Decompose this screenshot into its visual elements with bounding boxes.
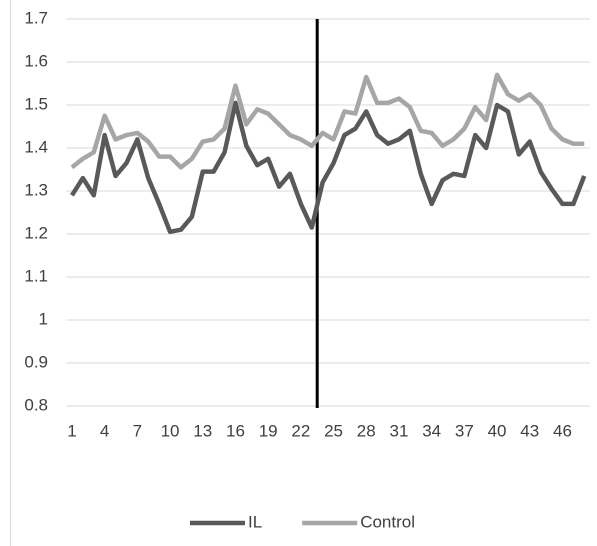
x-tick-label: 25 [324, 421, 343, 440]
y-tick-label: 1.1 [24, 266, 48, 285]
x-tick-label: 40 [488, 421, 507, 440]
y-tick-label: 1.3 [24, 180, 48, 199]
series-line [70, 72, 585, 170]
x-tick-label: 22 [291, 421, 310, 440]
y-tick-label: 1.2 [24, 223, 48, 242]
x-tick-label: 19 [259, 421, 278, 440]
x-tick-label: 16 [226, 421, 245, 440]
legend-label: IL [248, 512, 262, 531]
series-line [70, 100, 587, 235]
x-tick-label: 28 [357, 421, 376, 440]
legend-label: Control [360, 512, 415, 531]
x-tick-label: 10 [161, 421, 180, 440]
y-tick-label: 1.6 [24, 51, 48, 70]
x-tick-label: 4 [100, 421, 109, 440]
x-tick-label: 1 [67, 421, 76, 440]
x-tick-label: 37 [455, 421, 474, 440]
x-tick-label: 43 [520, 421, 539, 440]
x-tick-label: 13 [193, 421, 212, 440]
x-tick-label: 31 [389, 421, 408, 440]
y-tick-label: 1.4 [24, 137, 48, 156]
x-tick-label: 34 [422, 421, 441, 440]
x-tick-label: 7 [133, 421, 142, 440]
y-tick-label: 1.7 [24, 8, 48, 27]
y-tick-label: 1.5 [24, 94, 48, 113]
x-tick-label: 46 [553, 421, 572, 440]
y-tick-label: 0.9 [24, 352, 48, 371]
y-tick-label: 1 [39, 309, 48, 328]
y-tick-label: 0.8 [24, 395, 48, 414]
